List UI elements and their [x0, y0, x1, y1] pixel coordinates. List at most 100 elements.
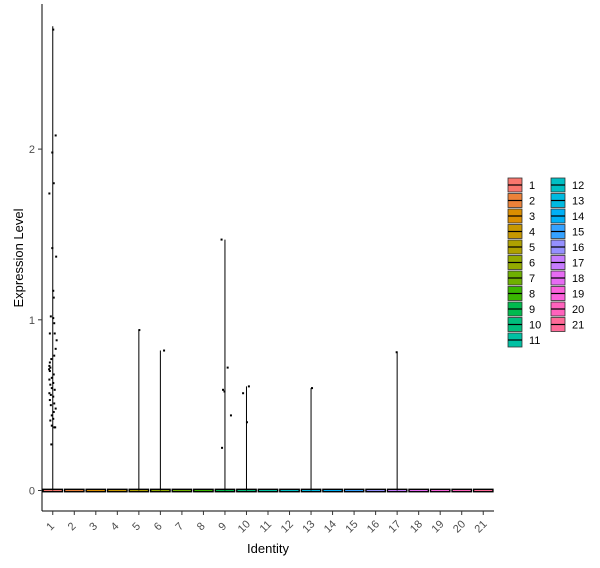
- x-tick-label: 9: [216, 520, 229, 533]
- data-point: [49, 366, 52, 369]
- data-point: [53, 354, 56, 357]
- violin-19: [429, 488, 451, 493]
- data-point: [49, 404, 52, 407]
- y-tick-label: 0: [29, 486, 35, 498]
- data-point: [52, 381, 55, 384]
- data-point: [395, 351, 398, 354]
- data-point: [48, 399, 51, 402]
- data-point: [247, 385, 250, 388]
- legend-item-8: 8: [507, 286, 535, 301]
- violin-1: [42, 26, 64, 493]
- legend-label: 18: [572, 273, 584, 285]
- legend-item-1: 1: [507, 177, 535, 193]
- legend-label: 19: [572, 289, 584, 301]
- legend-item-4: 4: [507, 224, 535, 239]
- violin-2: [63, 488, 85, 493]
- legend-item-20: 20: [550, 301, 584, 317]
- violin-3: [85, 488, 107, 493]
- data-point: [52, 182, 55, 185]
- data-point: [50, 424, 53, 427]
- x-tick-label: 19: [429, 518, 446, 535]
- legend-item-19: 19: [550, 286, 584, 301]
- violin-15: [343, 488, 365, 493]
- data-point: [51, 151, 54, 154]
- x-axis-title: Identity: [247, 541, 289, 556]
- data-point: [53, 388, 56, 391]
- violin-12: [279, 488, 300, 493]
- legend-label: 13: [572, 196, 584, 208]
- legend-label: 7: [529, 273, 535, 285]
- data-point: [53, 402, 56, 405]
- violin-11: [257, 488, 279, 493]
- x-tick-label: 1: [44, 520, 57, 533]
- legend-item-11: 11: [507, 332, 540, 348]
- data-point: [163, 349, 166, 352]
- x-axis-ticks: 1 2 3 4 5 6 7 8 9 10 11 12 13 14 15 16 17 18 19 20 21: [44, 511, 490, 535]
- data-point: [54, 426, 57, 429]
- x-tick-label: 2: [66, 520, 79, 533]
- x-tick-label: 17: [386, 518, 403, 535]
- y-tick-label: 2: [29, 144, 35, 156]
- x-tick-label: 20: [451, 518, 468, 535]
- violin-9: [214, 239, 236, 493]
- legend-label: 20: [572, 304, 584, 316]
- x-tick-label: 5: [130, 520, 143, 533]
- y-tick-label: 1: [29, 315, 35, 327]
- data-point: [53, 332, 56, 335]
- data-point: [220, 238, 223, 241]
- legend-item-16: 16: [550, 239, 584, 255]
- violin-5: [128, 330, 150, 493]
- legend-item-6: 6: [507, 255, 535, 270]
- legend-label: 9: [529, 304, 535, 316]
- data-point: [245, 421, 248, 424]
- data-point: [48, 364, 51, 367]
- legend-item-13: 13: [550, 193, 584, 208]
- violin-13: [300, 388, 322, 493]
- data-point: [52, 317, 55, 320]
- legend-label: 21: [572, 320, 584, 332]
- data-point: [49, 419, 52, 422]
- violin-18: [408, 488, 430, 493]
- data-point: [50, 376, 53, 379]
- legend-item-7: 7: [507, 270, 535, 286]
- data-point: [52, 28, 55, 31]
- data-point: [52, 289, 55, 292]
- x-tick-label: 15: [343, 518, 360, 535]
- data-point: [221, 446, 224, 449]
- legend-label: 3: [529, 211, 535, 223]
- legend-item-15: 15: [550, 224, 584, 239]
- data-point: [54, 347, 57, 350]
- data-point: [48, 370, 51, 373]
- legend-label: 6: [529, 258, 535, 270]
- data-point: [54, 134, 57, 137]
- legend-item-17: 17: [550, 255, 584, 270]
- data-point: [311, 387, 314, 390]
- data-point: [48, 368, 51, 371]
- data-point: [49, 383, 52, 386]
- y-axis-title: Expression Level: [11, 208, 26, 307]
- legend-label: 12: [572, 180, 584, 192]
- legend-label: 5: [529, 242, 535, 254]
- legend-label: 1: [529, 180, 535, 192]
- data-point: [52, 373, 55, 376]
- x-tick-label: 16: [365, 518, 382, 535]
- data-point: [48, 361, 51, 364]
- violin-7: [171, 488, 193, 493]
- legend-item-3: 3: [507, 208, 535, 224]
- point-layer: [48, 28, 398, 449]
- data-point: [138, 329, 141, 332]
- violin-6: [149, 350, 171, 493]
- data-point: [51, 247, 54, 250]
- violin-layer: [42, 26, 494, 493]
- x-tick-label: 8: [195, 520, 208, 533]
- x-tick-label: 6: [152, 520, 165, 533]
- violin-4: [106, 488, 128, 493]
- x-tick-label: 21: [473, 518, 490, 535]
- violin-21: [472, 488, 494, 493]
- legend-label: 17: [572, 258, 584, 270]
- x-tick-label: 4: [109, 520, 122, 533]
- data-point: [229, 414, 232, 417]
- x-tick-label: 12: [279, 518, 296, 535]
- legend-label: 4: [529, 227, 535, 239]
